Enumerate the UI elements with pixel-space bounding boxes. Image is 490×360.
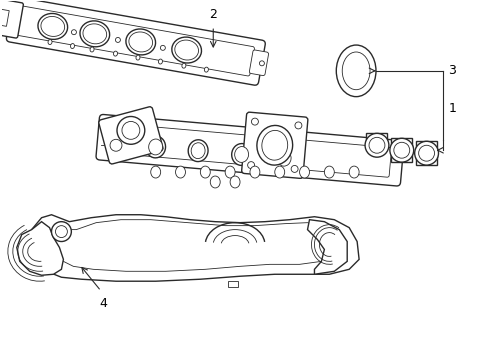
Ellipse shape [72,30,76,35]
Ellipse shape [110,139,122,151]
Ellipse shape [175,166,185,178]
Ellipse shape [365,133,389,157]
Ellipse shape [48,40,52,45]
Ellipse shape [390,138,414,162]
Ellipse shape [122,121,140,139]
Ellipse shape [41,17,65,36]
Polygon shape [366,133,387,157]
Ellipse shape [55,226,68,238]
Polygon shape [391,138,412,162]
Ellipse shape [394,142,410,158]
Ellipse shape [191,143,205,159]
FancyBboxPatch shape [0,0,24,38]
FancyBboxPatch shape [96,114,404,186]
Polygon shape [308,220,347,274]
Ellipse shape [299,166,310,178]
Polygon shape [416,141,437,165]
FancyBboxPatch shape [249,50,269,76]
Ellipse shape [349,166,359,178]
Ellipse shape [418,145,435,161]
Ellipse shape [295,122,302,129]
Ellipse shape [160,45,165,50]
Ellipse shape [136,55,140,60]
FancyBboxPatch shape [99,107,163,164]
FancyBboxPatch shape [17,6,254,76]
Ellipse shape [235,147,248,162]
Text: 1: 1 [448,102,456,115]
Ellipse shape [336,45,376,96]
Ellipse shape [126,29,155,55]
FancyBboxPatch shape [242,112,308,178]
Ellipse shape [80,21,110,47]
Ellipse shape [225,166,235,178]
Polygon shape [30,215,359,281]
Ellipse shape [71,44,74,49]
Text: 2: 2 [209,8,217,21]
Ellipse shape [38,13,68,39]
Ellipse shape [257,125,293,165]
Ellipse shape [129,32,152,52]
Ellipse shape [83,24,107,44]
Ellipse shape [274,147,294,169]
Ellipse shape [230,176,240,188]
Ellipse shape [324,166,334,178]
FancyBboxPatch shape [108,123,392,177]
Ellipse shape [259,61,265,66]
Ellipse shape [232,144,251,165]
Ellipse shape [175,40,198,60]
Polygon shape [228,281,238,287]
Ellipse shape [277,150,291,166]
Polygon shape [106,125,141,150]
Ellipse shape [90,47,94,52]
Ellipse shape [210,176,220,188]
Ellipse shape [51,222,72,242]
Text: 3: 3 [448,64,456,77]
Ellipse shape [146,136,166,158]
Ellipse shape [172,37,201,63]
Ellipse shape [369,137,385,153]
Text: 4: 4 [99,297,107,310]
Ellipse shape [251,118,258,125]
Ellipse shape [151,166,161,178]
Ellipse shape [275,166,285,178]
Ellipse shape [250,166,260,178]
Bar [0,9,9,26]
Ellipse shape [247,162,255,168]
Ellipse shape [342,52,370,90]
Polygon shape [53,220,334,271]
FancyBboxPatch shape [6,0,265,85]
Ellipse shape [182,63,186,68]
Ellipse shape [262,130,288,160]
Ellipse shape [158,59,163,64]
Ellipse shape [188,140,208,162]
Polygon shape [17,222,63,275]
Ellipse shape [148,139,163,155]
Ellipse shape [291,166,298,172]
Ellipse shape [200,166,210,178]
Ellipse shape [204,67,208,72]
Ellipse shape [114,51,118,56]
Ellipse shape [415,141,439,165]
Ellipse shape [117,117,145,144]
Ellipse shape [116,37,121,42]
